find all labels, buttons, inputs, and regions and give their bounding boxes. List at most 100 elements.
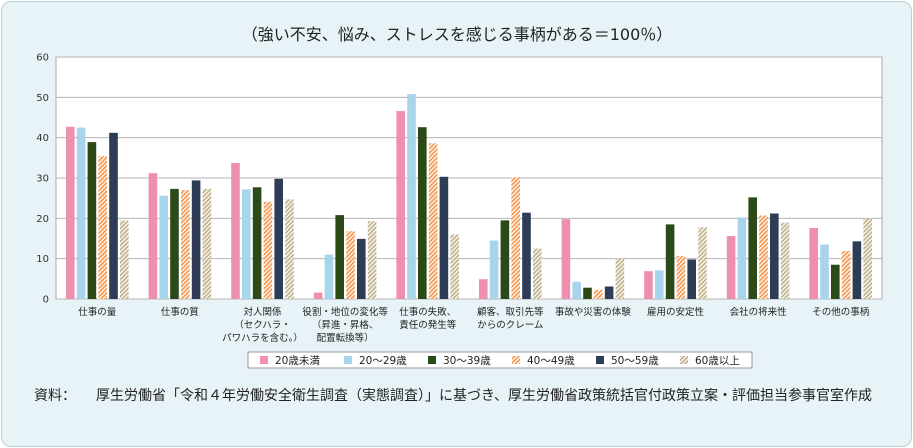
bar (655, 270, 664, 299)
bar (285, 199, 294, 299)
bar (407, 94, 416, 300)
x-category-label: その他の事柄 (812, 306, 869, 318)
bar (852, 241, 862, 299)
bar-chart: （強い不安、悩み、ストレスを感じる事柄がある＝100％） 0 10 20 30 40 50… (36, 25, 883, 369)
bar (583, 287, 592, 299)
bar (809, 228, 818, 299)
bar (335, 215, 344, 299)
bar (831, 264, 840, 299)
source-label: 資料： (34, 388, 76, 404)
bar (770, 213, 779, 299)
bar (357, 238, 366, 299)
bar (489, 240, 499, 299)
bar (841, 251, 851, 299)
bar (428, 143, 438, 299)
bar (511, 177, 520, 299)
y-tick-label: 30 (36, 174, 49, 185)
bar (202, 188, 212, 299)
bar (759, 215, 768, 299)
bar (687, 259, 696, 299)
bar (181, 190, 190, 299)
legend-label: 30～39歳 (443, 355, 491, 367)
bar (676, 255, 686, 299)
source-text: 厚生労働省「令和４年労働安全衛生調査（実態調査）」に基づき、厚生労働省政策統括官… (96, 388, 873, 404)
bar (479, 279, 488, 299)
bar (367, 221, 377, 299)
bar (615, 258, 625, 299)
legend-swatch (428, 356, 436, 364)
legend-label: 40～49歳 (527, 355, 575, 367)
bar (820, 244, 829, 299)
y-tick-label: 10 (36, 254, 49, 265)
bar (231, 163, 240, 299)
bar (159, 195, 168, 299)
bar (561, 219, 571, 299)
bar (644, 271, 653, 299)
y-tick-label: 0 (43, 295, 49, 306)
bar (324, 254, 334, 299)
y-axis-ticks: 0 10 20 30 40 50 60 (36, 53, 49, 306)
y-tick-label: 60 (36, 53, 49, 64)
bar (66, 126, 75, 299)
x-category-label: 顧客、取引先等からのクレーム (477, 306, 544, 331)
x-category-label: 役割・地位の変化等（昇進・昇格、配置転換等） (302, 306, 388, 344)
bar (439, 176, 449, 299)
bar (500, 220, 510, 299)
bar (604, 286, 614, 299)
legend-label: 60歳以上 (695, 355, 740, 367)
bar (594, 289, 603, 299)
legend-label: 20～29歳 (359, 355, 407, 367)
x-category-label: 事故や災害の体験 (555, 306, 632, 318)
bar (252, 187, 262, 299)
x-axis-categories: 仕事の量 仕事の質 対人関係（セクハラ・パワハラを含む。）役割・地位の変化等（昇進・… (78, 306, 869, 344)
bar (418, 127, 427, 300)
bar (274, 178, 283, 299)
legend-swatch (512, 356, 520, 364)
bar (522, 212, 531, 299)
bar (396, 111, 405, 300)
bar (109, 132, 118, 299)
x-category-label: 雇用の安定性 (647, 306, 705, 318)
x-category-label: 仕事の量 (78, 306, 117, 318)
chart-title: （強い不安、悩み、ストレスを感じる事柄がある＝100％） (242, 25, 673, 44)
legend-swatch (344, 356, 352, 364)
bar (450, 234, 459, 299)
bar (737, 217, 747, 299)
bar (698, 227, 707, 299)
source-note: 資料： 厚生労働省「令和４年労働安全衛生調査（実態調査）」に基づき、厚生労働省政… (34, 386, 904, 407)
y-tick-label: 50 (36, 93, 49, 104)
bar (87, 142, 97, 299)
x-category-label: 仕事の失敗、責任の発生等 (399, 306, 457, 331)
bar (170, 188, 179, 299)
bar (346, 231, 355, 299)
bar (191, 180, 201, 299)
y-tick-label: 20 (36, 214, 49, 225)
legend-label: 50～59歳 (611, 355, 659, 367)
x-category-label: 会社の将来性 (730, 306, 788, 318)
bar (726, 236, 736, 299)
bars (66, 94, 872, 300)
y-tick-label: 40 (36, 133, 49, 144)
bar (572, 281, 581, 299)
bar (76, 127, 86, 299)
legend-label: 20歳未満 (275, 355, 320, 367)
bar (263, 201, 273, 299)
bar (533, 248, 542, 299)
bar (98, 156, 107, 299)
bar (242, 189, 251, 299)
legend-swatch (260, 356, 268, 364)
bar (748, 197, 757, 299)
x-category-label: 仕事の質 (161, 306, 199, 318)
x-category-label: 対人関係（セクハラ・パワハラを含む。） (222, 306, 303, 344)
bar (120, 220, 129, 299)
legend-box (247, 351, 753, 369)
legend-swatch (680, 356, 688, 364)
bar (863, 218, 872, 299)
legend-swatch (596, 356, 604, 364)
bar (780, 222, 790, 299)
bar (313, 292, 323, 299)
bar (148, 173, 158, 299)
legend: 20歳未満 20～29歳 30～39歳 40～49歳 50～59歳 60歳以上 (247, 351, 753, 369)
bar (665, 224, 675, 299)
